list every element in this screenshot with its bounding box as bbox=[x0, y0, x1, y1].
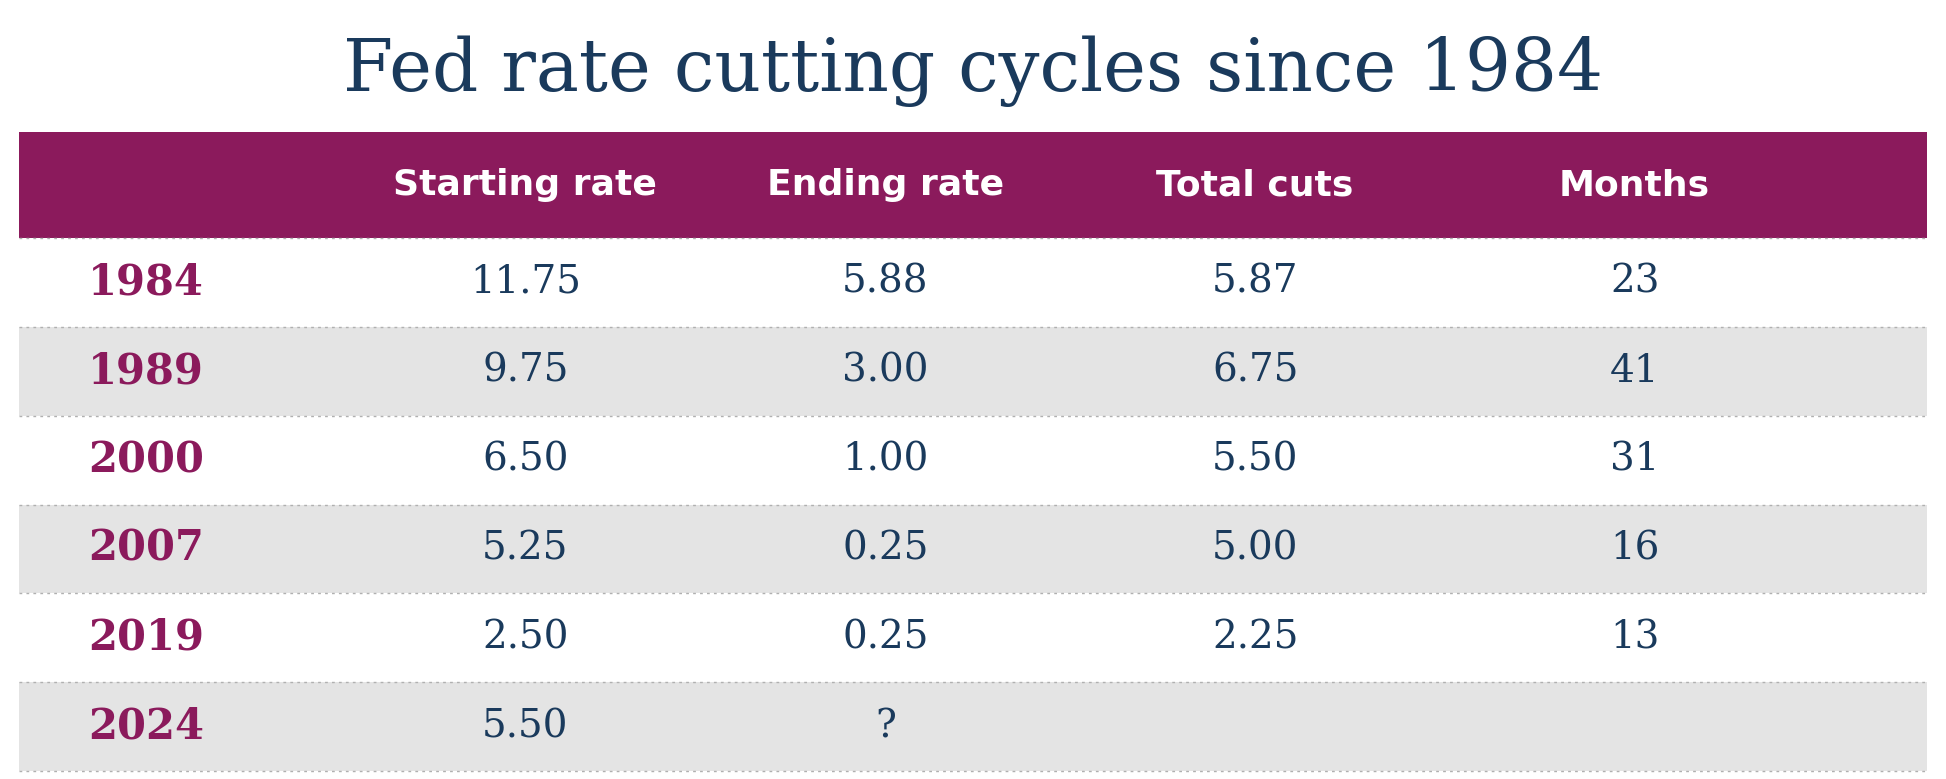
FancyBboxPatch shape bbox=[19, 132, 1927, 238]
Text: 41: 41 bbox=[1609, 353, 1660, 390]
Text: Months: Months bbox=[1559, 168, 1711, 202]
Text: 2019: 2019 bbox=[88, 617, 204, 659]
FancyBboxPatch shape bbox=[19, 238, 1927, 326]
Text: ?: ? bbox=[876, 708, 895, 746]
FancyBboxPatch shape bbox=[19, 682, 1927, 771]
Text: 5.00: 5.00 bbox=[1212, 530, 1298, 567]
Text: 6.75: 6.75 bbox=[1212, 353, 1298, 390]
Text: 23: 23 bbox=[1609, 264, 1660, 301]
Text: 5.50: 5.50 bbox=[1212, 442, 1298, 478]
Text: 2024: 2024 bbox=[88, 706, 204, 748]
Text: Starting rate: Starting rate bbox=[393, 168, 658, 202]
Text: 16: 16 bbox=[1609, 530, 1660, 567]
FancyBboxPatch shape bbox=[19, 326, 1927, 416]
Text: 0.25: 0.25 bbox=[843, 619, 928, 657]
Text: 31: 31 bbox=[1609, 442, 1660, 478]
Text: 5.87: 5.87 bbox=[1212, 264, 1298, 301]
Text: Ending rate: Ending rate bbox=[767, 168, 1004, 202]
Text: Total cuts: Total cuts bbox=[1156, 168, 1354, 202]
Text: 2.25: 2.25 bbox=[1212, 619, 1298, 657]
Text: 6.50: 6.50 bbox=[483, 442, 568, 478]
Text: 3.00: 3.00 bbox=[843, 353, 928, 390]
Text: 2.50: 2.50 bbox=[483, 619, 568, 657]
Text: 13: 13 bbox=[1609, 619, 1660, 657]
Text: 1989: 1989 bbox=[88, 351, 204, 392]
Text: Fed rate cutting cycles since 1984: Fed rate cutting cycles since 1984 bbox=[342, 35, 1604, 107]
Text: 0.25: 0.25 bbox=[843, 530, 928, 567]
Text: 5.50: 5.50 bbox=[483, 708, 568, 746]
Text: 5.25: 5.25 bbox=[483, 530, 568, 567]
Text: 2000: 2000 bbox=[88, 439, 204, 481]
FancyBboxPatch shape bbox=[19, 416, 1927, 505]
Text: 5.88: 5.88 bbox=[843, 264, 928, 301]
Text: 9.75: 9.75 bbox=[483, 353, 568, 390]
Text: 11.75: 11.75 bbox=[469, 264, 582, 301]
FancyBboxPatch shape bbox=[19, 594, 1927, 682]
Text: 2007: 2007 bbox=[88, 528, 204, 570]
Text: 1984: 1984 bbox=[88, 261, 204, 303]
FancyBboxPatch shape bbox=[19, 505, 1927, 594]
Text: 1.00: 1.00 bbox=[843, 442, 928, 478]
